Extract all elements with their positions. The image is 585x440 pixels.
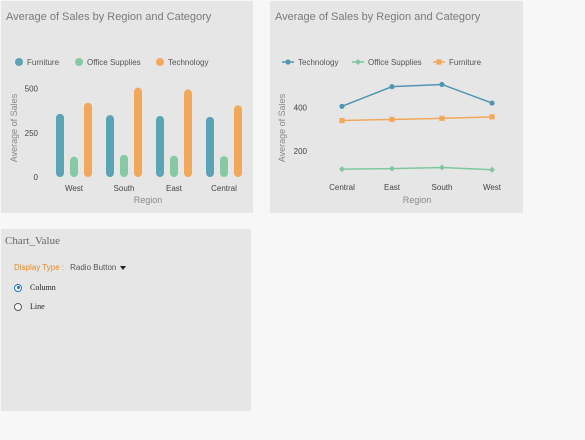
- point-technology-central: [339, 103, 345, 109]
- bar-chart-panel: Average of Sales by Region and Category …: [1, 1, 253, 213]
- x-tick-label: East: [384, 183, 401, 192]
- x-tick-label: Central: [211, 184, 237, 193]
- x-tick-label: South: [432, 183, 453, 192]
- series-line-technology: [341, 83, 493, 108]
- radio-label-column: Column: [30, 283, 56, 292]
- bar-furniture-central: [206, 116, 214, 177]
- y-tick-label: 200: [294, 147, 308, 156]
- y-axis-title: Average of Sales: [9, 93, 19, 162]
- y-tick-label: 400: [294, 103, 308, 112]
- legend-label-furniture: Furniture: [449, 58, 482, 67]
- point-furniture-east: [389, 116, 395, 123]
- line-chart: Technology Office Supplies Furniture 200 400…: [277, 58, 502, 205]
- point-office-supplies-west: [489, 166, 495, 173]
- chevron-down-icon: [120, 265, 127, 270]
- series-line-office-supplies: [341, 166, 493, 171]
- bar-furniture-west: [56, 113, 64, 177]
- legend-label-office-supplies: Office Supplies: [87, 58, 141, 67]
- bar-office-supplies-south: [120, 154, 128, 177]
- display-type-dropdown[interactable]: Radio Button: [70, 263, 127, 272]
- radio-label-line: Line: [30, 302, 45, 311]
- display-type-value: Radio Button: [70, 263, 117, 272]
- bar-technology-central: [234, 105, 242, 177]
- line-chart-title: Average of Sales by Region and Category: [275, 11, 481, 23]
- point-technology-east: [389, 84, 395, 90]
- x-tick-label: West: [65, 184, 84, 193]
- bar-furniture-south: [106, 115, 114, 177]
- legend-label-technology: Technology: [168, 58, 208, 67]
- bar-technology-south: [134, 87, 142, 177]
- x-axis-title: Region: [403, 195, 432, 205]
- legend-marker-furniture: [15, 58, 23, 66]
- x-tick-label: East: [166, 184, 183, 193]
- x-tick-label: Central: [329, 183, 355, 192]
- y-tick-label: 500: [25, 85, 39, 94]
- point-furniture-central: [339, 117, 345, 124]
- bar-chart-title: Average of Sales by Region and Category: [6, 11, 212, 23]
- radio-option-line[interactable]: Line: [14, 302, 45, 311]
- point-office-supplies-east: [389, 165, 395, 172]
- legend-label-technology: Technology: [298, 58, 338, 67]
- radio-option-column[interactable]: Column: [14, 283, 56, 292]
- legend-marker-technology: [156, 58, 164, 66]
- legend-label-office-supplies: Office Supplies: [368, 58, 422, 67]
- bar-office-supplies-west: [70, 156, 78, 177]
- bar-technology-west: [84, 102, 92, 177]
- legend-label-furniture: Furniture: [27, 58, 60, 67]
- bar-chart: Furniture Office Supplies Technology 0 250 50…: [9, 58, 242, 205]
- point-technology-south: [439, 81, 445, 88]
- y-tick-label: 250: [25, 129, 39, 138]
- legend-marker-office-supplies: [355, 59, 361, 65]
- radio-button-column[interactable]: [14, 283, 22, 292]
- legend-marker-furniture: [436, 59, 442, 65]
- x-axis-title: Region: [134, 195, 163, 205]
- point-technology-west: [489, 100, 495, 106]
- bar-furniture-east: [156, 115, 164, 177]
- bar-technology-east: [184, 89, 192, 177]
- point-office-supplies-south: [439, 164, 445, 171]
- x-tick-label: West: [483, 183, 502, 192]
- bar-office-supplies-central: [220, 156, 228, 177]
- point-furniture-west: [489, 114, 495, 120]
- line-chart-panel: Average of Sales by Region and Category …: [270, 1, 523, 213]
- control-title: Chart_Value: [5, 235, 60, 247]
- legend-marker-office-supplies: [75, 58, 83, 66]
- legend-marker-technology: [285, 59, 291, 65]
- y-axis-title: Average of Sales: [277, 93, 287, 162]
- point-furniture-south: [439, 115, 445, 121]
- series-line-furniture: [341, 116, 493, 122]
- x-tick-label: South: [114, 184, 135, 193]
- display-type-row: Display Type : Radio Button: [14, 263, 127, 272]
- chart-value-control-panel: Chart_Value Display Type : Radio Button …: [1, 229, 251, 411]
- bar-office-supplies-east: [170, 155, 178, 177]
- display-type-label: Display Type :: [14, 263, 65, 272]
- radio-button-line[interactable]: [14, 302, 22, 311]
- point-office-supplies-central: [339, 166, 345, 173]
- y-tick-label: 0: [34, 173, 39, 182]
